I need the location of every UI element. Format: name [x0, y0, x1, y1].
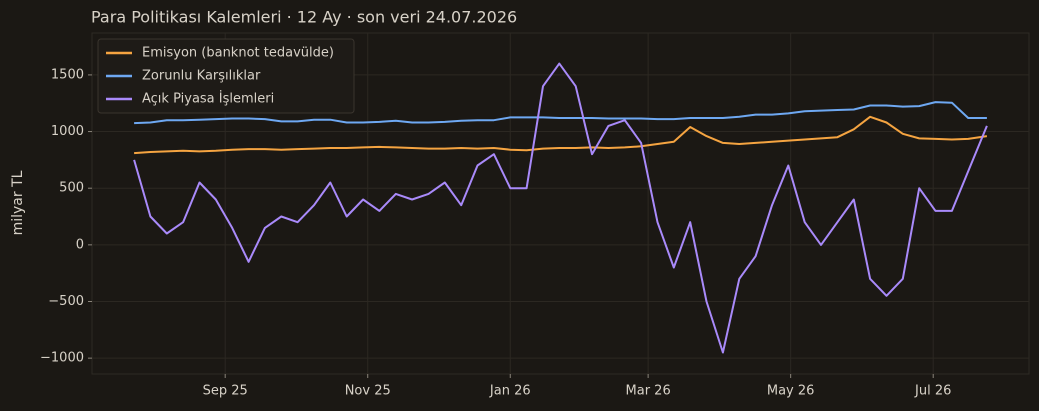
y-tick-label: −1000 [40, 351, 84, 366]
y-tick-label: 0 [76, 237, 84, 252]
series-line [134, 115, 988, 155]
legend-label: Emisyon (banknot tedavülde) [142, 46, 334, 61]
x-tick-label: Jul 26 [914, 384, 951, 399]
legend-label: Zorunlu Karşılıklar [142, 69, 261, 84]
x-tick-label: Nov 25 [345, 384, 391, 399]
legend-box [97, 38, 355, 114]
chart-title: Para Politikası Kalemleri · 12 Ay · son … [91, 8, 517, 27]
x-tick-label: Jan 26 [489, 384, 531, 399]
x-tick-label: Mar 26 [626, 384, 671, 399]
y-axis-label: milyar TL [10, 170, 26, 235]
legend-label: Açık Piyasa İşlemleri [142, 91, 274, 107]
x-tick-label: Sep 25 [203, 384, 248, 399]
y-tick-label: 500 [59, 181, 84, 196]
y-tick-label: −500 [48, 294, 84, 309]
series-line [133, 62, 988, 354]
series-line [134, 101, 987, 125]
y-tick-label: 1500 [51, 67, 84, 82]
x-tick-label: May 26 [767, 384, 815, 399]
y-tick-label: 1000 [51, 124, 84, 139]
